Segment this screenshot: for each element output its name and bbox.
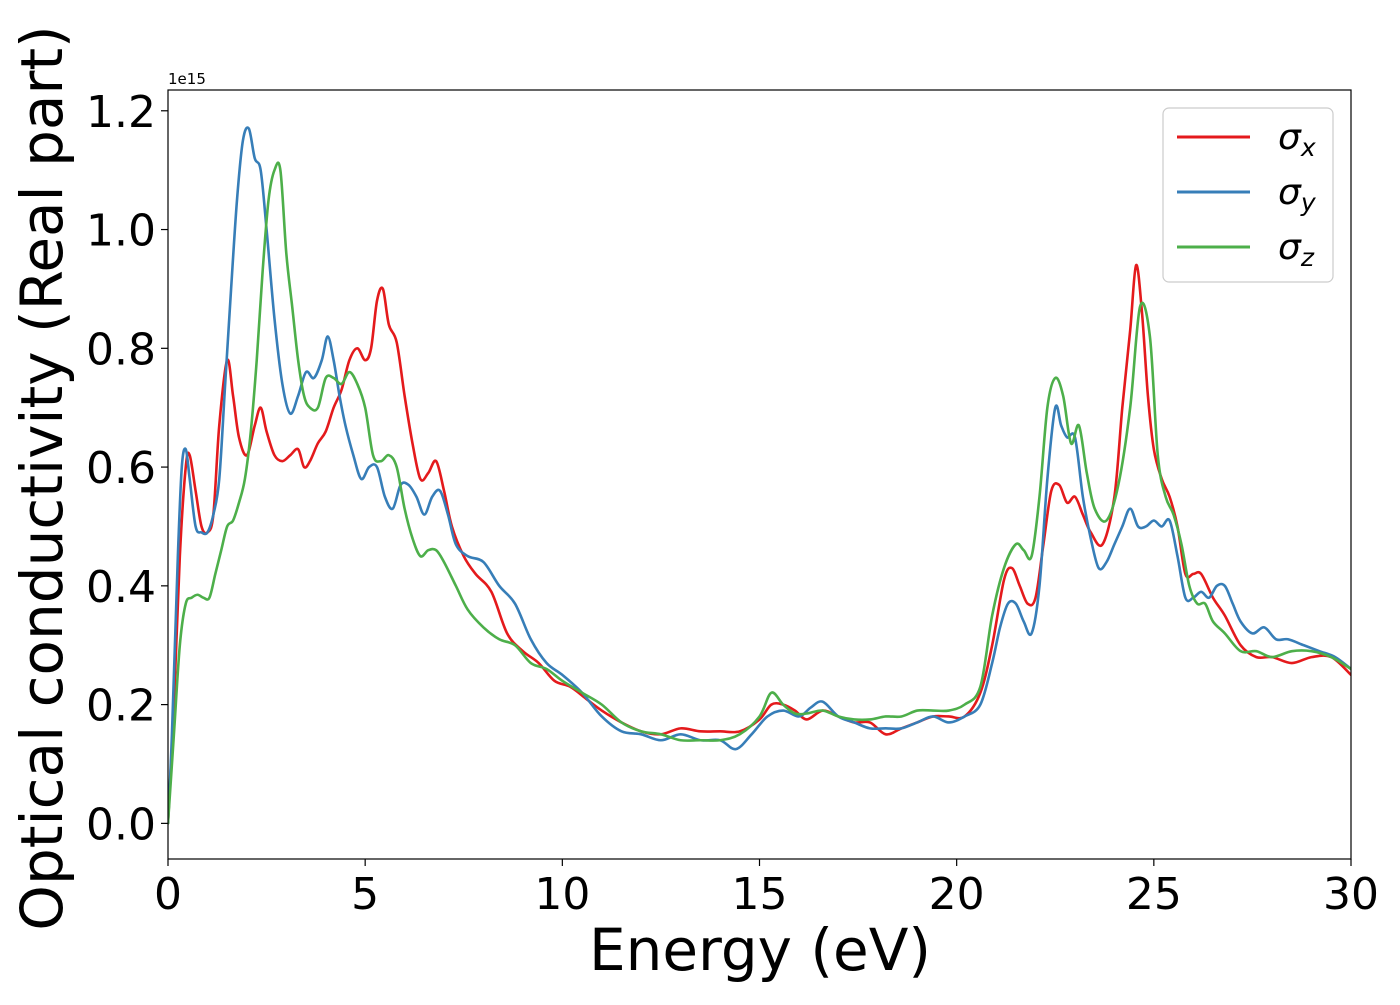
y-axis: 0.0 0.2 0.4 0.6 0.8 1.0 1.2 [86,87,168,850]
series-layer [168,126,1351,825]
y-tick-label: 0.0 [86,799,156,850]
y-tick-label: 0.4 [86,562,156,613]
y-tick-label: 0.8 [86,324,156,375]
x-tick-label: 30 [1323,869,1379,920]
series-line-x [168,263,1351,825]
x-tick-label: 10 [534,869,590,920]
series-line-z [168,161,1351,825]
y-offset-label: 1e15 [168,70,206,88]
y-tick-label: 1.0 [86,206,156,257]
x-tick-label: 15 [732,869,788,920]
y-tick-label: 1.2 [86,87,156,138]
y-axis-title: Optical conductivity (Real part) [8,25,76,930]
x-tick-label: 0 [154,869,182,920]
x-axis-title: Energy (eV) [589,916,931,984]
x-tick-label: 5 [351,869,379,920]
x-tick-label: 20 [929,869,985,920]
x-tick-label: 25 [1126,869,1182,920]
x-axis: 0 5 10 15 20 25 30 [154,859,1379,920]
y-tick-label: 0.6 [86,443,156,494]
y-tick-label: 0.2 [86,681,156,732]
legend-box [1162,107,1334,283]
